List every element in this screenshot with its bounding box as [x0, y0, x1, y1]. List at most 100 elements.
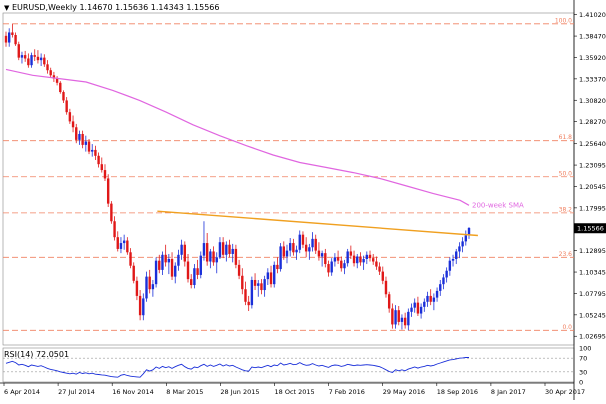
candle	[317, 242, 321, 261]
rsi-line	[5, 357, 469, 378]
candle	[119, 237, 123, 254]
candle-body	[193, 268, 196, 286]
candle-body	[154, 260, 158, 285]
candle-body	[145, 276, 148, 299]
y-tick-label: 1.33370	[579, 75, 606, 83]
candle	[327, 260, 330, 277]
y-tick-label: 1.23095	[579, 162, 606, 170]
candle	[65, 97, 68, 115]
chart-header: ▼ EURUSD,Weekly 1.14670 1.15636 1.14343 …	[4, 3, 219, 12]
fib-level-label: 23.6	[559, 251, 573, 258]
candle-body	[186, 261, 190, 280]
fib-level-label: 61.8	[559, 134, 573, 141]
candle	[234, 244, 238, 269]
candle-body	[244, 289, 247, 302]
candle	[62, 90, 65, 103]
candle-body	[362, 259, 365, 263]
y-tick-label: 1.25640	[579, 140, 606, 148]
candle-body	[368, 254, 372, 259]
candle	[419, 303, 423, 319]
candle-body	[190, 279, 193, 286]
candle	[455, 248, 458, 265]
candle-body	[308, 247, 311, 252]
candle	[257, 279, 260, 297]
x-tick-label: 7 Feb 2016	[329, 388, 365, 396]
sma-line	[5, 68, 470, 206]
candle-body	[426, 295, 429, 302]
candle-body	[253, 279, 257, 286]
candle-body	[59, 82, 62, 93]
candle	[196, 259, 199, 280]
candle	[276, 257, 279, 274]
candle-body	[174, 265, 177, 277]
candle-body	[202, 243, 206, 256]
y-tick-label: 1.07795	[579, 290, 606, 298]
rsi-tick-label: 0	[579, 379, 583, 387]
candle-body	[314, 238, 317, 251]
candle-body	[138, 295, 142, 316]
candle-body	[419, 306, 423, 314]
candle	[164, 244, 167, 267]
candle-body	[81, 133, 84, 145]
x-tick-label: 18 Sep 2016	[437, 388, 478, 396]
candle-body	[167, 259, 171, 263]
candle	[68, 108, 72, 124]
candle	[349, 245, 353, 260]
open-value: 1.14670	[79, 3, 113, 12]
candle	[333, 253, 337, 267]
candle-body	[119, 243, 123, 249]
candle	[387, 291, 391, 313]
candle	[36, 50, 40, 64]
candle-body	[129, 252, 132, 266]
candle-body	[183, 244, 187, 262]
high-value: 1.15636	[115, 3, 149, 12]
candle	[202, 221, 206, 261]
candle	[378, 262, 381, 275]
candle	[445, 267, 448, 283]
candle-body	[416, 302, 420, 314]
candle-body	[330, 261, 333, 273]
candle	[292, 238, 295, 256]
candle-body	[298, 234, 301, 250]
candle-body	[237, 264, 241, 276]
candle-body	[110, 203, 113, 222]
candle-body	[439, 284, 442, 291]
candle-body	[62, 92, 65, 101]
candle	[336, 250, 340, 265]
candle	[81, 130, 84, 149]
candle-body	[384, 280, 388, 295]
x-tick-label: 28 Jun 2015	[220, 388, 259, 396]
candle	[260, 279, 263, 295]
candle-body	[215, 257, 218, 263]
candle	[138, 290, 142, 321]
candle	[362, 255, 365, 270]
candle	[391, 303, 394, 329]
candle	[151, 279, 155, 297]
price-tag-label: 1.15566	[577, 225, 604, 233]
candle	[113, 216, 116, 241]
x-tick-label: 8 Jan 2017	[491, 388, 526, 396]
candle-body	[55, 78, 59, 83]
candle	[183, 241, 187, 267]
candle-body	[148, 276, 151, 290]
candle	[244, 281, 247, 306]
candle	[14, 32, 17, 46]
candle-body	[205, 243, 209, 262]
candle	[43, 54, 46, 67]
candle-body	[87, 141, 91, 152]
candle	[397, 305, 400, 326]
candle	[11, 24, 14, 38]
candle	[186, 253, 190, 283]
candle-body	[14, 34, 17, 45]
candle	[439, 279, 442, 296]
x-tick-label: 29 May 2016	[383, 388, 425, 396]
candle	[384, 276, 388, 298]
candle-body	[263, 279, 266, 291]
candle-body	[381, 271, 384, 281]
fib-level-label: 0.0	[562, 324, 572, 331]
candle-body	[75, 127, 78, 140]
candle-body	[212, 251, 215, 263]
candle-body	[448, 260, 452, 271]
